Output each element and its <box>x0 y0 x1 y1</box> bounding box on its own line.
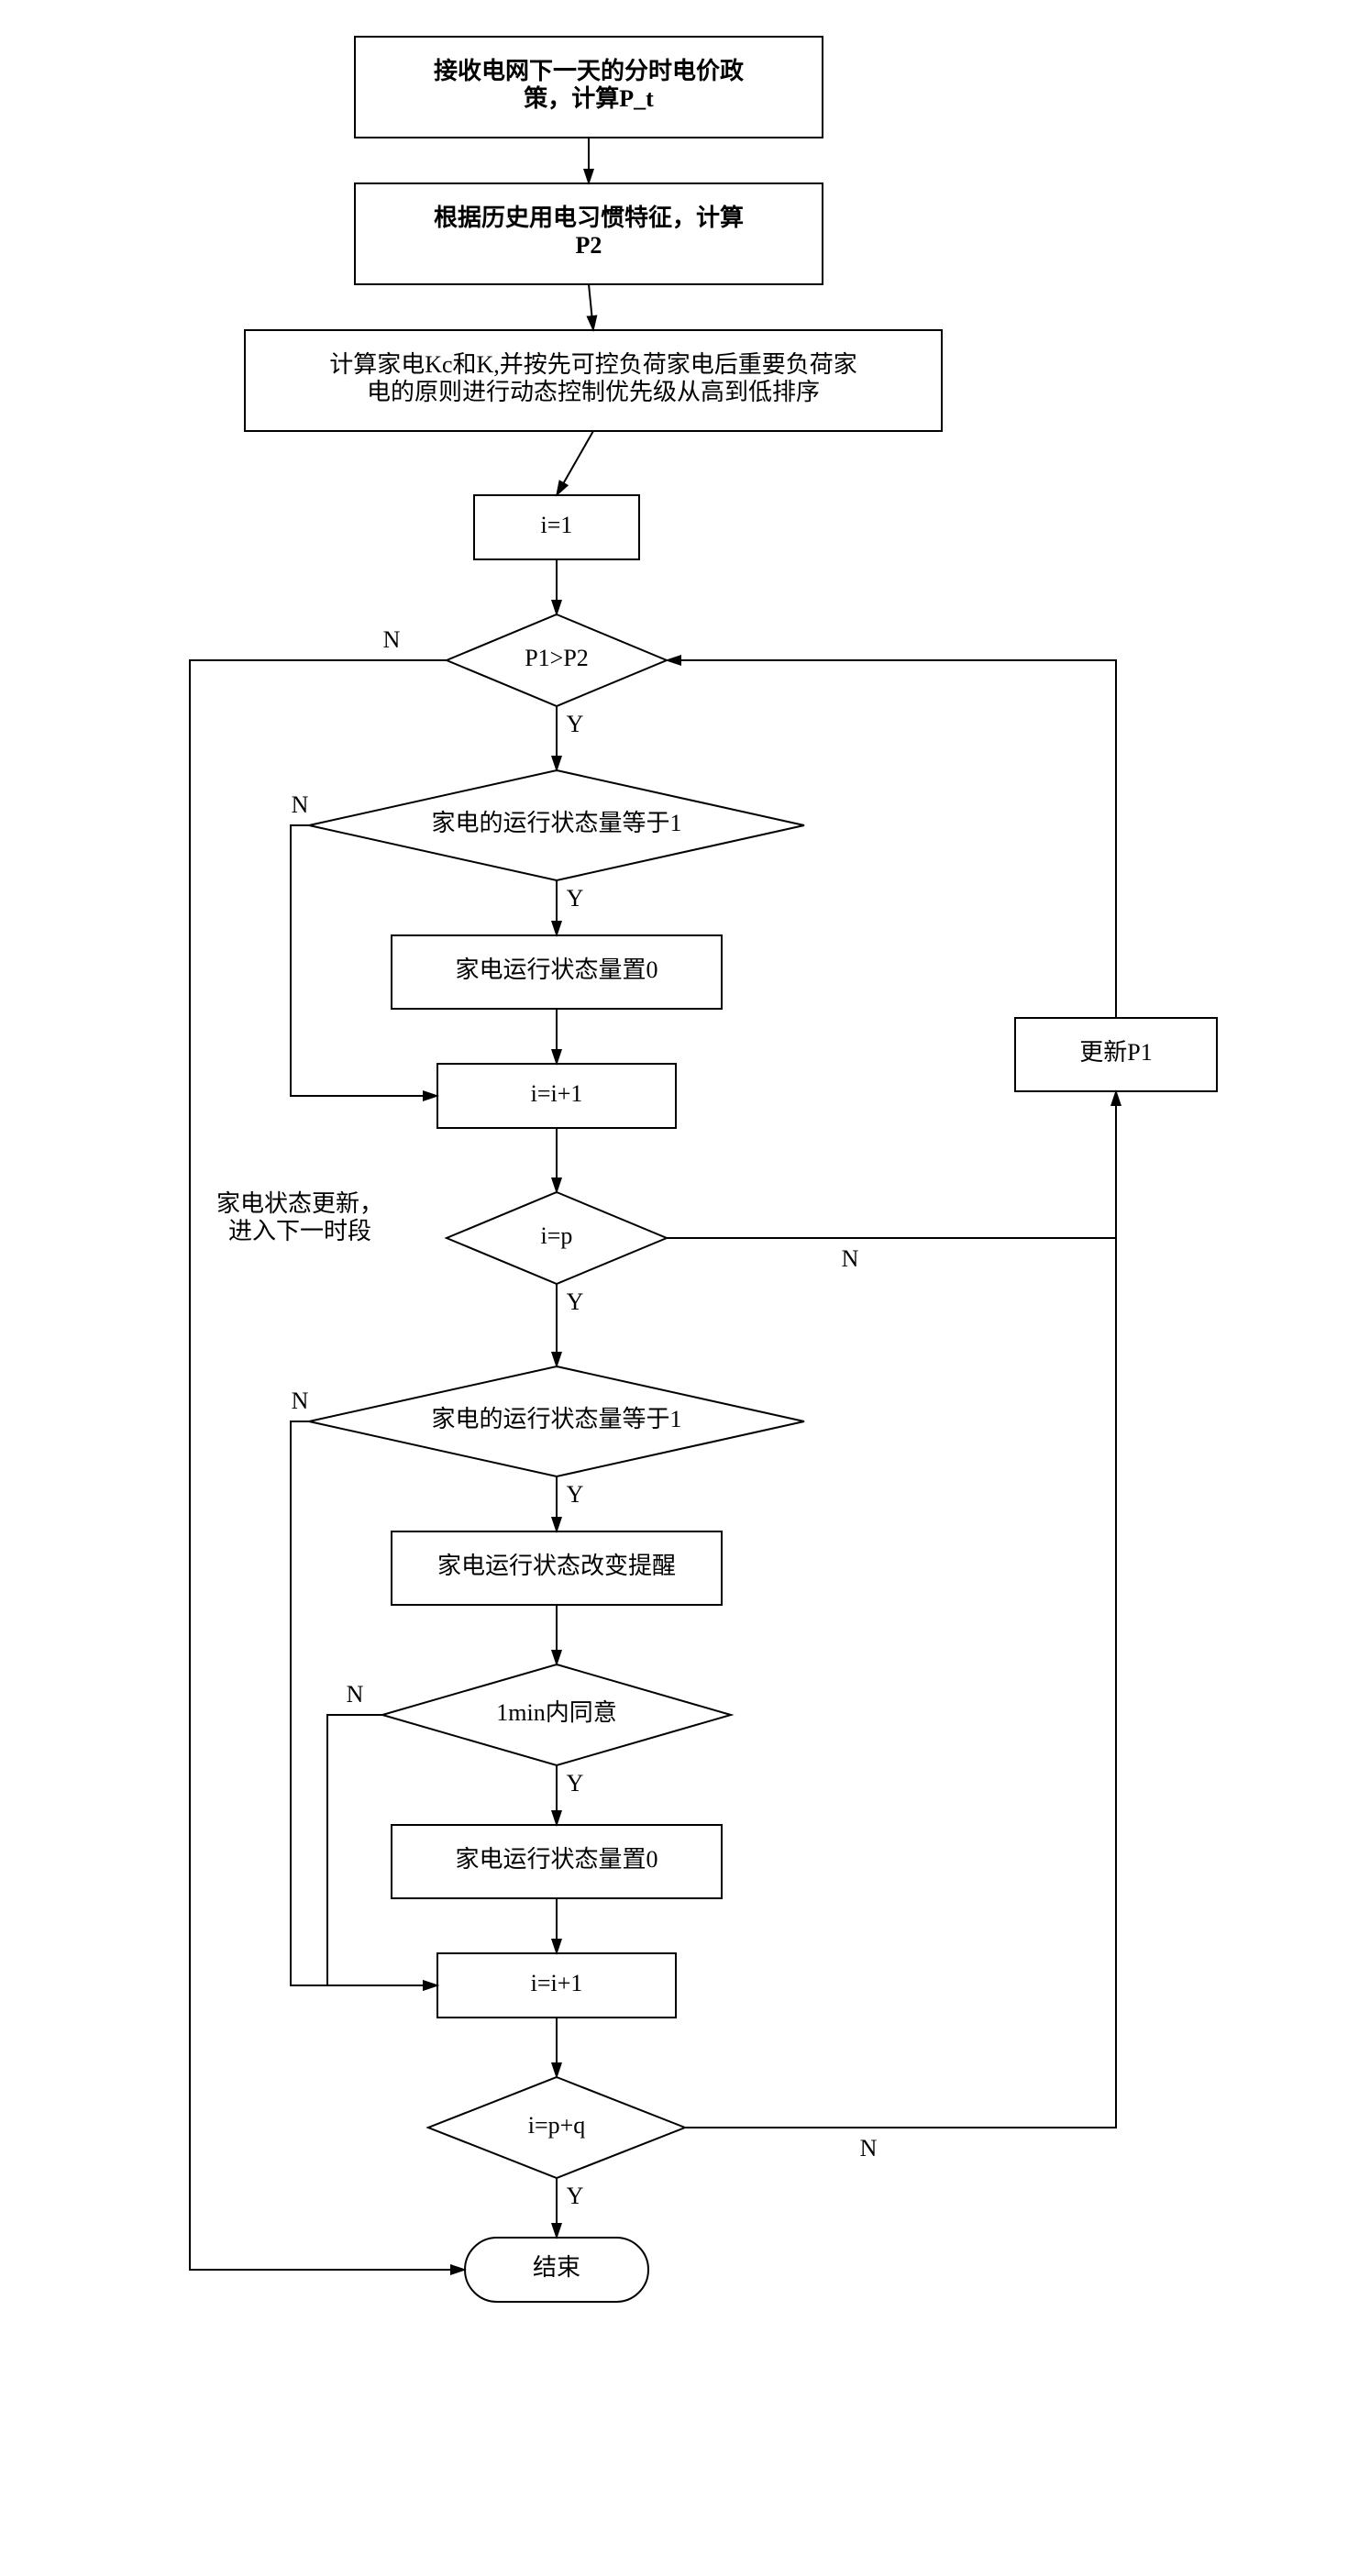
svg-text:i=1: i=1 <box>541 512 573 538</box>
svg-text:N: N <box>292 791 309 818</box>
svg-text:Y: Y <box>567 1481 584 1508</box>
svg-text:i=i+1: i=i+1 <box>531 1080 583 1107</box>
svg-text:计算家电Kc和K,并按先可控负荷家电后重要负荷家电的原则进行: 计算家电Kc和K,并按先可控负荷家电后重要负荷家电的原则进行动态控制优先级从高到… <box>329 351 857 405</box>
svg-text:家电的运行状态量等于1: 家电的运行状态量等于1 <box>431 1406 681 1432</box>
svg-text:i=i+1: i=i+1 <box>531 1970 583 1996</box>
svg-text:N: N <box>292 1388 309 1414</box>
svg-text:更新P1: 更新P1 <box>1079 1039 1152 1066</box>
svg-text:N: N <box>842 1245 859 1272</box>
svg-text:Y: Y <box>567 2183 584 2209</box>
svg-text:P1>P2: P1>P2 <box>525 645 589 671</box>
svg-text:Y: Y <box>567 1770 584 1797</box>
svg-text:i=p: i=p <box>541 1222 573 1249</box>
flowchart: 接收电网下一天的分时电价政策，计算P_t根据历史用电习惯特征，计算P2计算家电K… <box>135 0 1235 2348</box>
svg-text:Y: Y <box>567 885 584 912</box>
svg-text:N: N <box>860 2135 878 2161</box>
svg-text:i=p+q: i=p+q <box>528 2112 586 2139</box>
svg-text:家电运行状态量置0: 家电运行状态量置0 <box>455 1846 657 1873</box>
svg-text:Y: Y <box>567 1288 584 1315</box>
svg-text:家电状态更新，进入下一时段: 家电状态更新，进入下一时段 <box>216 1190 383 1244</box>
svg-text:Y: Y <box>567 711 584 737</box>
svg-text:家电的运行状态量等于1: 家电的运行状态量等于1 <box>431 810 681 836</box>
svg-text:N: N <box>383 626 401 653</box>
svg-text:家电运行状态量置0: 家电运行状态量置0 <box>455 956 657 983</box>
svg-text:1min内同意: 1min内同意 <box>496 1699 616 1726</box>
svg-text:结束: 结束 <box>533 2254 580 2281</box>
svg-text:家电运行状态改变提醒: 家电运行状态改变提醒 <box>437 1553 676 1579</box>
svg-text:N: N <box>347 1681 364 1708</box>
